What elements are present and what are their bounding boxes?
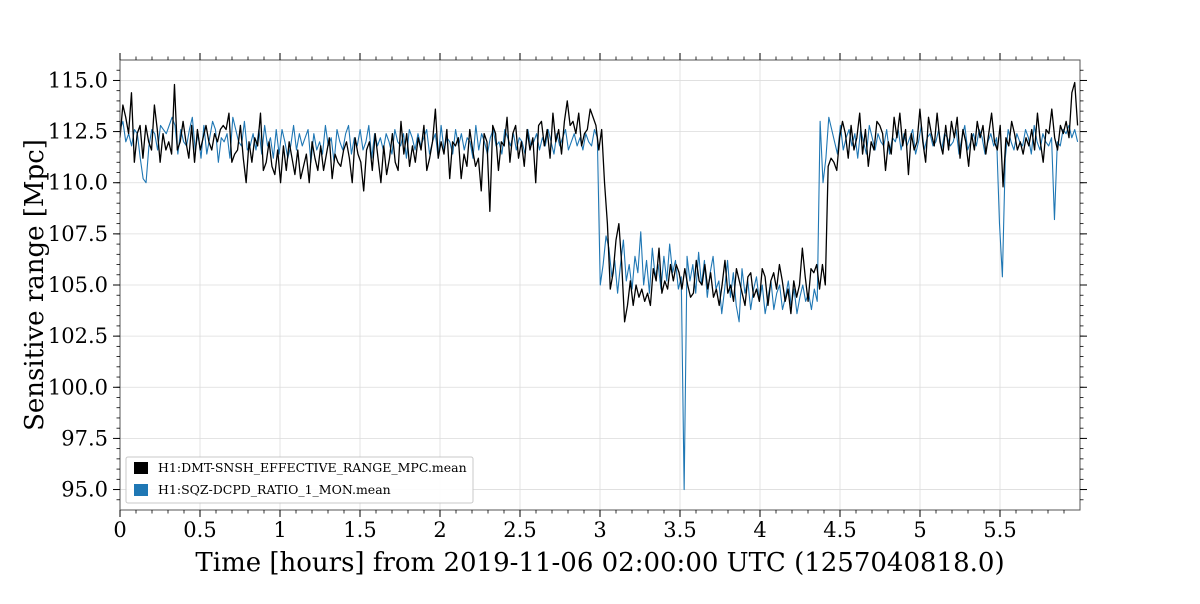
x-tick-label: 3 <box>593 518 606 542</box>
y-tick-label: 95.0 <box>61 478 108 502</box>
legend-swatch-dmt <box>134 462 148 474</box>
x-tick-label: 1 <box>273 518 286 542</box>
x-axis-title: Time [hours] from 2019-11-06 02:00:00 UT… <box>195 548 1004 578</box>
x-tick-label: 1.5 <box>343 518 376 542</box>
y-tick-label: 112.5 <box>48 120 108 144</box>
legend-frame <box>125 456 474 504</box>
x-tick-label: 4.5 <box>823 518 856 542</box>
y-tick-label: 102.5 <box>48 324 108 348</box>
x-tick-label: 2 <box>433 518 446 542</box>
series-line-sqz-ratio <box>119 116 1079 491</box>
legend-swatch-sqz <box>134 484 148 496</box>
x-tick-label: 0.5 <box>183 518 216 542</box>
axis-ticks: 0 0.5 1 1.5 2 2.5 3 3.5 4 4.5 5 5.5 95.0 97.5 100.0 102… <box>48 53 1087 542</box>
legend-label-dmt: H1:DMT-SNSH_EFFECTIVE_RANGE_MPC.mean <box>158 460 467 475</box>
y-tick-label: 110.0 <box>48 171 108 195</box>
x-tick-label: 4 <box>753 518 766 542</box>
y-tick-label: 115.0 <box>48 68 108 92</box>
y-tick-label: 97.5 <box>61 426 108 450</box>
series-line-dmt-range <box>119 81 1079 323</box>
x-tick-label: 3.5 <box>663 518 696 542</box>
x-tick-label: 2.5 <box>503 518 536 542</box>
y-tick-label: 100.0 <box>48 375 108 399</box>
y-axis-title: Sensitive range [Mpc] <box>20 139 50 431</box>
legend: H1:DMT-SNSH_EFFECTIVE_RANGE_MPC.mean H1:… <box>125 456 474 504</box>
x-tick-label: 5 <box>913 518 926 542</box>
y-tick-label: 107.5 <box>48 222 108 246</box>
x-tick-label: 0 <box>113 518 126 542</box>
series-lines <box>119 81 1079 491</box>
x-tick-label: 5.5 <box>983 518 1016 542</box>
y-tick-label: 105.0 <box>48 273 108 297</box>
legend-label-sqz: H1:SQZ-DCPD_RATIO_1_MON.mean <box>158 482 391 497</box>
